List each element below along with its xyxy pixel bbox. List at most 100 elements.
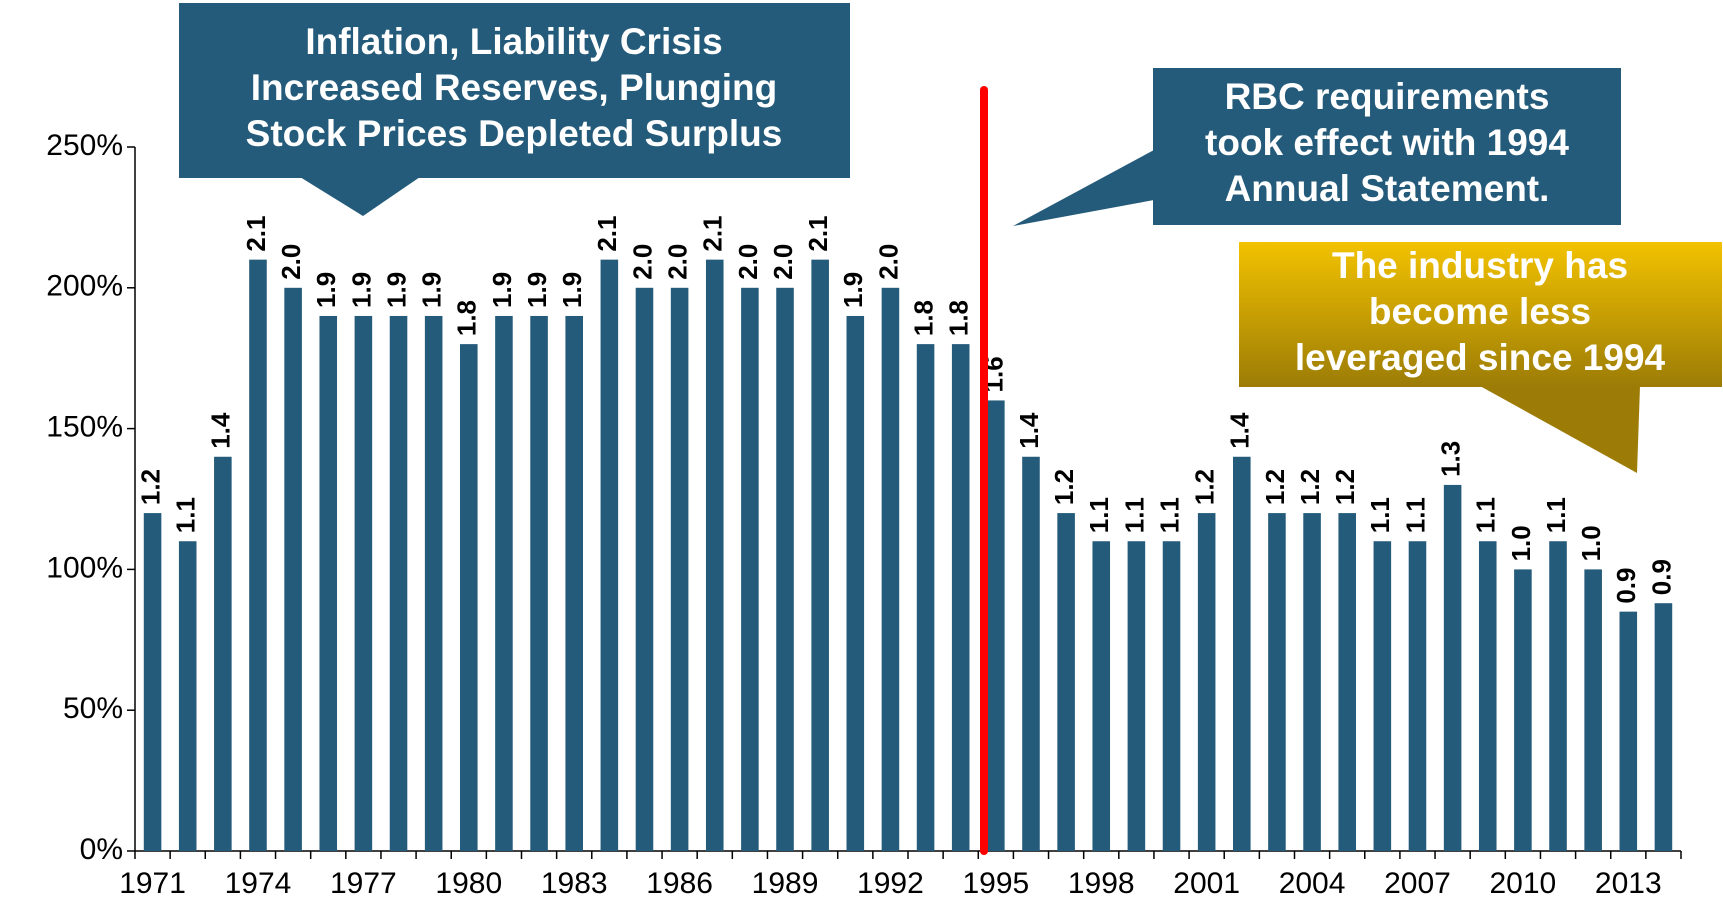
bar (1584, 569, 1602, 851)
value-label: 1.2 (1330, 469, 1360, 505)
bar (495, 315, 513, 852)
callout-pointer (300, 177, 420, 216)
value-label: 2.1 (241, 215, 271, 251)
bar (284, 287, 302, 851)
value-label: 1.9 (417, 272, 447, 308)
value-label: 1.9 (381, 272, 411, 308)
bar (565, 315, 583, 852)
value-label: 1.2 (1190, 469, 1220, 505)
x-tick-label: 1980 (435, 867, 502, 900)
value-label: 1.8 (452, 300, 482, 336)
y-tick-label: 0% (80, 833, 123, 866)
x-tick-label: 1986 (646, 867, 713, 900)
bar (1268, 513, 1286, 851)
value-label: 2.0 (873, 244, 903, 280)
bar (600, 259, 619, 851)
y-tick-label: 100% (46, 551, 123, 584)
value-label: 1.1 (1365, 497, 1395, 533)
value-label: 0.9 (1646, 559, 1676, 595)
bar (1549, 541, 1567, 851)
callout-3: The industry has become less leveraged s… (1239, 242, 1722, 473)
value-label: 1.1 (1400, 497, 1430, 533)
callout-box (1239, 242, 1722, 387)
value-label: 1.2 (135, 469, 165, 505)
value-label: 1.1 (171, 497, 201, 533)
x-tick-label: 1998 (1068, 867, 1135, 900)
bar (1443, 484, 1462, 851)
bar (389, 315, 408, 852)
value-label: 1.8 (944, 300, 974, 336)
bar (1478, 541, 1497, 851)
value-label: 1.9 (557, 272, 587, 308)
x-tick-label: 1989 (752, 867, 819, 900)
callout-text: become less (1369, 291, 1591, 332)
value-label: 1.2 (1295, 469, 1325, 505)
y-tick-label: 50% (63, 692, 123, 725)
value-label: 2.0 (733, 244, 763, 280)
value-label: 1.9 (346, 272, 376, 308)
value-label: 2.1 (698, 215, 728, 251)
bar (178, 541, 197, 851)
bar (1303, 513, 1321, 851)
bar (776, 287, 794, 851)
bar (1057, 513, 1075, 851)
bar (1654, 603, 1673, 851)
callout-text: Increased Reserves, Plunging (251, 67, 777, 108)
bar (1619, 611, 1638, 851)
callout-text: Stock Prices Depleted Surplus (246, 113, 783, 154)
bar (424, 315, 443, 852)
plot-area: 0%50%100%150%200%250%19711.21.11.419742.… (46, 129, 1682, 900)
value-label: 1.0 (1576, 525, 1606, 561)
bar (705, 259, 724, 851)
bar (670, 287, 689, 851)
value-label: 2.0 (768, 244, 798, 280)
value-label: 1.1 (1154, 497, 1184, 533)
callout-text: RBC requirements (1225, 76, 1550, 117)
callout-box (1153, 68, 1621, 225)
value-label: 1.9 (838, 272, 868, 308)
bar (460, 344, 478, 851)
value-label: 1.9 (522, 272, 552, 308)
value-label: 1.3 (1435, 441, 1465, 477)
bar (143, 513, 162, 851)
bar (530, 315, 548, 852)
x-tick-label: 2001 (1173, 867, 1240, 900)
bar (249, 259, 267, 851)
x-tick-label: 2007 (1384, 867, 1451, 900)
callout-text: Annual Statement. (1225, 168, 1550, 209)
bar (214, 456, 232, 851)
bar (319, 315, 338, 852)
value-label: 1.1 (1471, 497, 1501, 533)
value-label: 1.4 (1225, 412, 1255, 449)
bar (1127, 541, 1146, 851)
value-label: 1.1 (1084, 497, 1114, 533)
value-label: 2.0 (276, 244, 306, 280)
x-tick-label: 2013 (1595, 867, 1662, 900)
bar (881, 287, 900, 851)
x-tick-label: 1995 (962, 867, 1029, 900)
x-tick-label: 1983 (541, 867, 608, 900)
value-label: 1.1 (1119, 497, 1149, 533)
value-label: 1.4 (206, 412, 236, 449)
value-label: 1.2 (1049, 469, 1079, 505)
bar (635, 287, 654, 851)
bar (951, 344, 970, 851)
value-label: 1.1 (1541, 497, 1571, 533)
x-tick-label: 1992 (857, 867, 924, 900)
bar (916, 344, 935, 851)
value-label: 2.1 (803, 215, 833, 251)
x-tick-label: 1971 (119, 867, 186, 900)
y-tick-label: 200% (46, 270, 123, 303)
bar (1373, 541, 1392, 851)
value-label: 1.9 (311, 272, 341, 308)
value-label: 2.0 (627, 244, 657, 280)
bar (811, 259, 829, 851)
callout-text: took effect with 1994 (1205, 122, 1569, 163)
value-label: 1.8 (908, 300, 938, 336)
bar (1408, 541, 1427, 851)
callout-box (179, 3, 850, 178)
bar (987, 400, 1005, 851)
value-label: 1.2 (1260, 469, 1290, 505)
x-tick-label: 2004 (1279, 867, 1346, 900)
